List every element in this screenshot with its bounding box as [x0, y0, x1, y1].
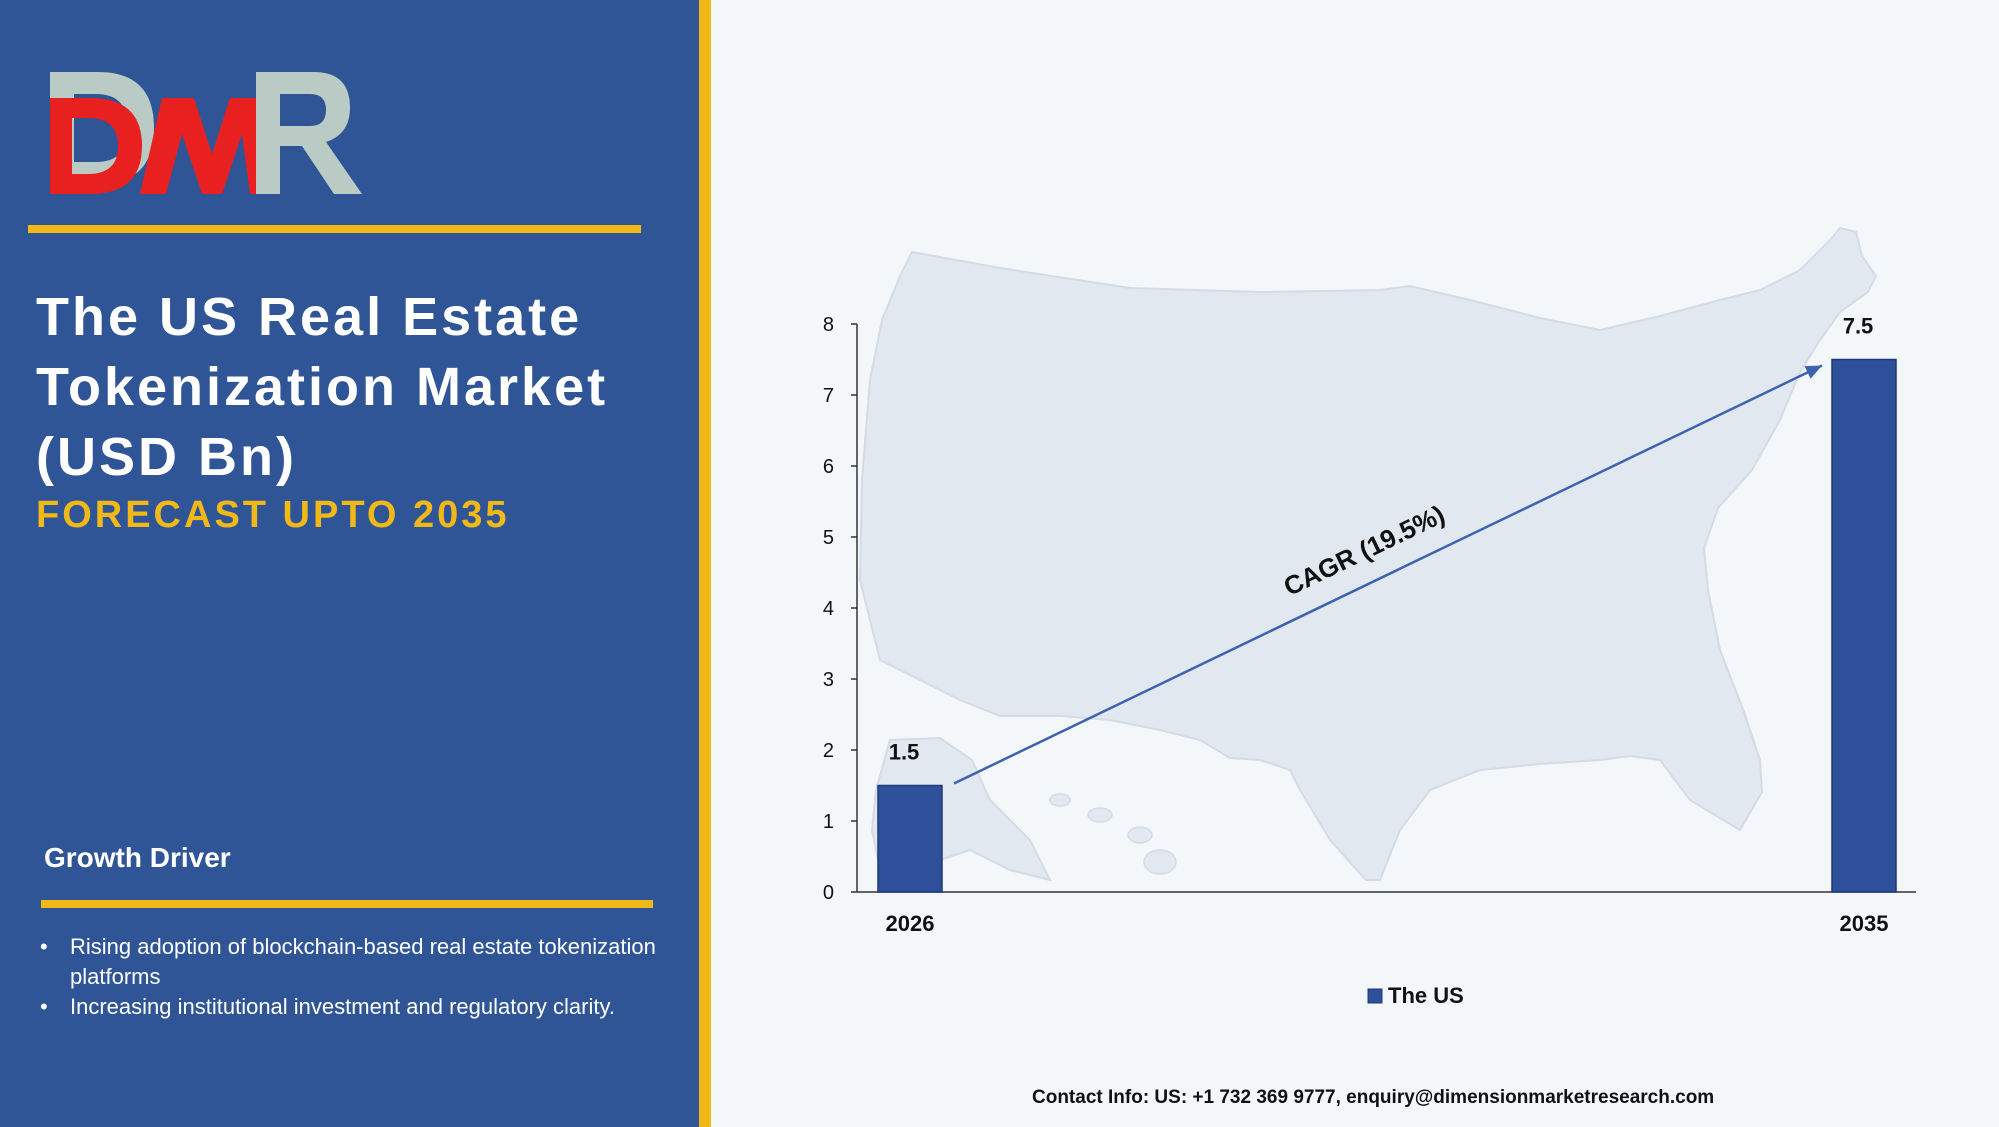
hawaii-map-background	[1087, 807, 1113, 823]
hawaii-map-background	[1143, 849, 1177, 875]
hawaii-map-background	[1049, 793, 1071, 807]
data-label: 1.5	[889, 740, 920, 765]
accent-bar	[699, 0, 711, 1127]
title-divider	[28, 225, 641, 233]
growth-driver-heading: Growth Driver	[44, 842, 231, 873]
bar-2026	[877, 784, 943, 893]
y-tick-label: 1	[823, 811, 834, 833]
y-tick-label: 6	[823, 456, 834, 478]
growth-divider	[41, 900, 653, 908]
cagr-arrow	[953, 364, 1823, 785]
cagr-arrowhead	[1804, 365, 1822, 379]
dmr-logo	[50, 72, 362, 194]
growth-driver-item: Rising adoption of blockchain-based real…	[40, 932, 680, 992]
legend-swatch	[1367, 988, 1383, 1004]
x-tick-label: 2035	[1840, 911, 1889, 936]
y-tick-label: 7	[823, 385, 834, 407]
hawaii-map-background	[1127, 826, 1153, 844]
y-tick-label: 3	[823, 669, 834, 691]
forecast-subtitle: FORECAST UPTO 2035	[36, 494, 510, 536]
y-tick-label: 0	[823, 882, 834, 904]
left-panel: The US Real Estate Tokenization Market (…	[0, 0, 699, 1127]
y-tick-label: 8	[823, 314, 834, 336]
chart-title: The US Real Estate Tokenization Market (…	[36, 287, 609, 487]
data-label: 7.5	[1843, 314, 1874, 339]
y-tick-label: 5	[823, 527, 834, 549]
y-tick-label: 4	[823, 598, 834, 620]
contact-info: Contact Info: US: +1 732 369 9777, enqui…	[1032, 1087, 1715, 1108]
y-tick-label: 2	[823, 740, 834, 762]
x-tick-label: 2026	[886, 911, 935, 936]
legend-label: The US	[1388, 983, 1464, 1008]
us-map-background	[858, 226, 1878, 881]
growth-driver-item: Increasing institutional investment and …	[40, 992, 680, 1022]
growth-driver-list: Rising adoption of blockchain-based real…	[40, 932, 680, 1022]
bar-2035	[1831, 358, 1897, 893]
